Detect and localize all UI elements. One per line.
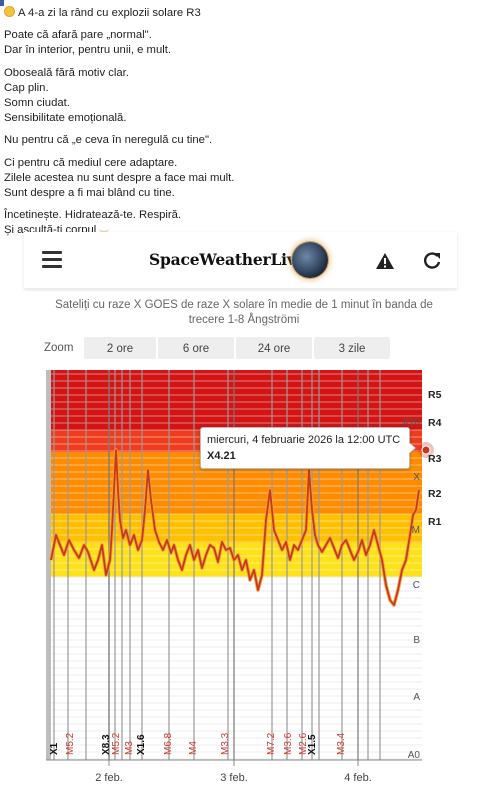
post-text: A 4-a zi la rând cu explozii solare R3 P… (4, 6, 488, 246)
post-line: Poate că afară pare „normal". (4, 29, 152, 42)
menu-icon[interactable] (42, 251, 62, 268)
flare-label: M4 (188, 741, 199, 755)
flare-label: M2.6 (298, 732, 309, 755)
chart-subtitle: Sateliți cu raze X GOES de raze X solare… (55, 299, 433, 326)
class-label: A (413, 692, 420, 703)
flare-label: X1 (49, 742, 60, 755)
post-paragraph: Poate că afară pare „normal". Dar în inte… (4, 28, 488, 58)
radio-label: R2 (428, 488, 442, 500)
flare-label: X1.6 (136, 734, 147, 755)
post-line: Nu pentru că „e ceva în neregulă cu tine… (4, 134, 213, 147)
brand-title: SpaceWeatherLive (149, 250, 306, 269)
x-tick-label: 3 feb. (220, 772, 248, 784)
flare-label: M3.6 (283, 732, 294, 755)
post-line: Dar în interior, pentru unii, e mult. (4, 44, 172, 57)
left-axis-strip (46, 370, 51, 760)
tooltip-time: miercuri, 4 februarie 2026 la 12:00 UTC (207, 434, 401, 446)
flare-label: M6.8 (163, 732, 174, 755)
warning-icon[interactable] (375, 252, 395, 270)
flare-label: M3 (124, 741, 135, 755)
class-label: A0 (408, 750, 421, 761)
post-paragraph: Ci pentru că mediul cere adaptare. Zilele… (4, 156, 488, 202)
smiling-face-icon (4, 6, 15, 17)
post-header: A 4-a zi la rând cu explozii solare R3 (4, 6, 488, 21)
post-paragraph: Nu pentru că „e ceva în neregulă cu tine… (4, 133, 488, 148)
flare-label: M7.2 (266, 732, 277, 755)
chart-tooltip: miercuri, 4 februarie 2026 la 12:00 UTC … (200, 427, 416, 469)
radio-label: R3 (428, 453, 442, 465)
zoom-3d-button[interactable]: 3 zile (314, 337, 390, 359)
globe-logo-icon (292, 242, 328, 278)
post-body: Poate că afară pare „normal". Dar în inte… (4, 28, 488, 238)
class-label: C (413, 580, 420, 591)
x-tick-label: 2 feb. (95, 772, 123, 784)
zoom-2h-button[interactable]: 2 ore (84, 337, 156, 359)
flare-label: M5.2 (65, 732, 76, 755)
post-line: Somn ciudat. (4, 97, 70, 110)
highlight-point (421, 445, 431, 455)
top-edge-accent (0, 0, 4, 6)
x-tick-label: 4 feb. (344, 772, 372, 784)
class-label: B (413, 635, 420, 646)
screenshot-spaceweatherlive: SpaceWeatherLive Sateliți cu raze X GOES… (24, 232, 457, 800)
zoom-label: Zoom (44, 342, 74, 354)
post-line: Cap plin. (4, 81, 49, 94)
flare-label: X8.3 (101, 734, 112, 755)
class-label: M (412, 525, 420, 536)
zoom-6h-button[interactable]: 6 ore (158, 337, 234, 359)
post-line: Sensibilitate emoțională. (4, 112, 127, 125)
flare-label: X1.5 (307, 734, 318, 755)
radio-label: R1 (428, 516, 442, 528)
refresh-icon[interactable] (422, 251, 442, 271)
radio-label: R5 (428, 389, 442, 401)
post-paragraph: Oboseală fără motiv clar. Cap plin. Somn c… (4, 66, 488, 127)
radio-label: R4 (428, 417, 442, 429)
flare-label: M3.4 (336, 732, 347, 755)
zoom-24h-button[interactable]: 24 ore (236, 337, 312, 359)
post-line: Oboseală fără motiv clar. (4, 66, 129, 79)
zoom-controls: Zoom 2 ore 6 ore 24 ore 3 zile (24, 337, 457, 361)
class-label: X (413, 472, 420, 483)
post-line: Sunt despre a fi mai blând cu tine. (4, 187, 175, 200)
app-top-bar: SpaceWeatherLive (24, 232, 457, 289)
flare-label: M3.3 (220, 732, 231, 755)
post-line: Ci pentru că mediul cere adaptare. (4, 156, 178, 169)
tooltip-value: X4.21 (207, 450, 236, 462)
class-label: X10 (402, 417, 420, 428)
flux-line (50, 449, 420, 606)
flare-label: M5.2 (111, 732, 122, 755)
post-line: Zilele acestea nu sunt despre a face mai… (4, 171, 235, 184)
post-line: Încetinește. Hidratează-te. Respiră. (4, 209, 182, 222)
